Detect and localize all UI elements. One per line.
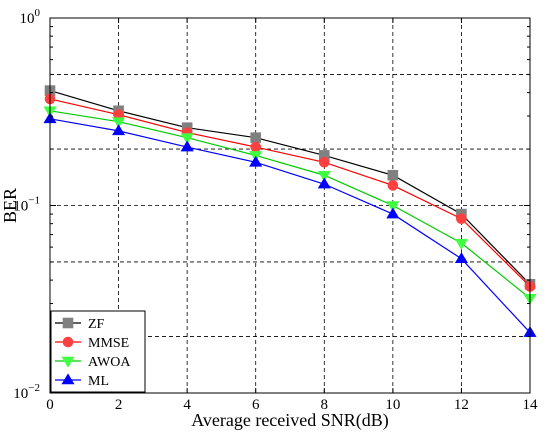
x-tick-label: 8 [321, 397, 329, 413]
y-tick-label: 100 [20, 7, 41, 27]
legend-label: MMSE [88, 336, 129, 351]
data-point-ml [454, 252, 468, 264]
data-point-ml [112, 124, 126, 136]
y-tick-label: 10−2 [13, 382, 40, 402]
data-point-ml [180, 140, 194, 152]
data-point-ml [249, 155, 263, 167]
x-tick-label: 10 [385, 397, 400, 413]
legend-label: ZF [88, 317, 105, 332]
series-awoa [43, 106, 537, 305]
legend-marker [61, 373, 75, 385]
x-axis-label: Average received SNR(dB) [191, 410, 389, 431]
legend-label: ML [88, 374, 109, 389]
legend: ZF MMSE AWOA ML [50, 310, 146, 393]
x-tick-label: 4 [183, 397, 191, 413]
x-tick-label: 0 [46, 397, 54, 413]
data-point-ml [386, 207, 400, 219]
y-tick-labels: 100 10−1 10−2 [13, 7, 40, 402]
plot-area [43, 85, 537, 337]
x-tick-label: 14 [523, 397, 539, 413]
y-axis-label: BER [0, 188, 20, 223]
data-point-awoa [317, 170, 331, 182]
series-line-zf [49, 90, 531, 285]
grid-lines [50, 18, 530, 393]
data-point-zf [387, 169, 399, 181]
data-point-awoa [112, 117, 126, 129]
series-line-ml [49, 118, 531, 333]
data-point-mmse [318, 156, 330, 168]
legend-label: AWOA [88, 355, 131, 370]
data-point-awoa [180, 133, 194, 145]
x-tick-labels: 0 2 4 6 8 10 12 14 [46, 397, 538, 413]
y-tick-label: 10−1 [13, 195, 40, 215]
legend-marker [61, 356, 75, 368]
x-tick-label: 2 [115, 397, 123, 413]
data-point-mmse [456, 213, 467, 225]
legend-marker [62, 336, 74, 348]
legend-marker [62, 317, 74, 329]
data-point-mmse [387, 180, 399, 191]
series-line-awoa [49, 110, 531, 299]
legend-item-awoa: AWOA [55, 355, 131, 370]
data-point-awoa [454, 238, 468, 250]
series-ml [43, 112, 537, 337]
data-point-awoa [386, 201, 400, 213]
plot-frame [49, 17, 531, 394]
data-point-mmse [250, 141, 262, 153]
legend-item-ml: ML [55, 373, 109, 389]
series-line-mmse [49, 98, 531, 287]
legend-item-mmse: MMSE [55, 336, 129, 351]
x-tick-label: 12 [454, 397, 469, 413]
data-point-zf [250, 132, 262, 143]
legend-item-zf: ZF [55, 317, 105, 332]
x-tick-label: 6 [252, 397, 260, 413]
data-point-ml [317, 177, 331, 189]
